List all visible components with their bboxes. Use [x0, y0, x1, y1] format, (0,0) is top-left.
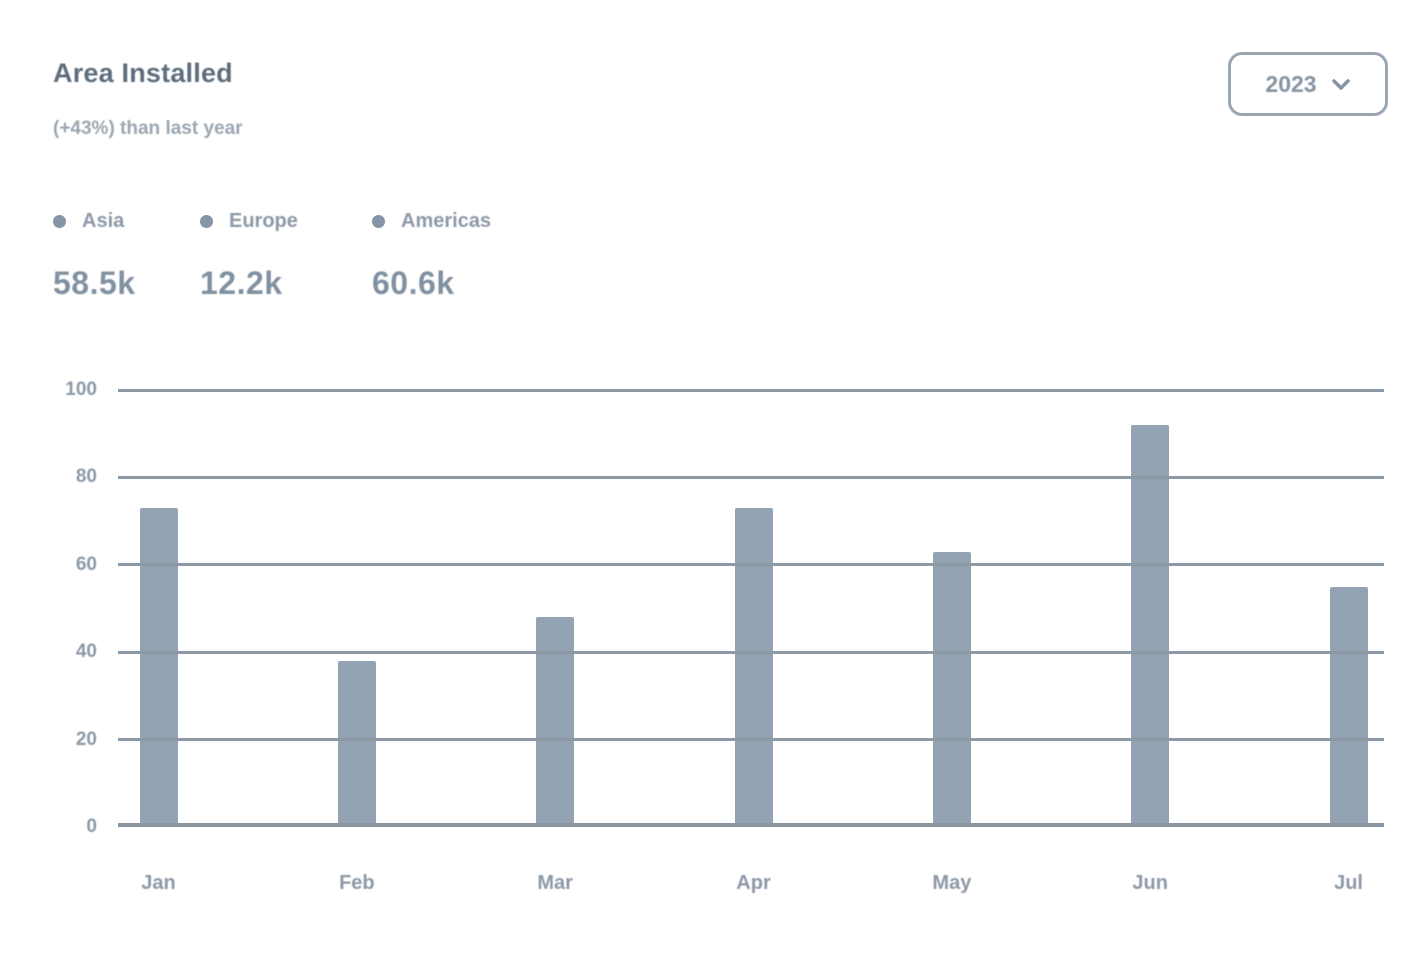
europe-legend-dot-icon: [200, 214, 213, 228]
legend-item-europe: Europe 12.2k: [200, 205, 298, 302]
year-select-value: 2023: [1265, 70, 1317, 97]
y-axis: 0 20 40 60 80 100: [17, 379, 97, 837]
americas-legend-dot-icon: [372, 214, 385, 228]
x-axis-label: Apr: [736, 872, 771, 894]
gridline: [118, 388, 1384, 392]
gridline: [118, 475, 1384, 479]
year-select-button[interactable]: 2023: [1228, 52, 1388, 116]
chevron-down-icon: [1331, 77, 1351, 91]
gridline: [118, 563, 1384, 567]
bar-apr[interactable]: [734, 508, 773, 827]
gridline: [118, 650, 1384, 654]
legend-total: 58.5k: [53, 265, 136, 301]
y-axis-label: 40: [75, 641, 97, 663]
legend-item-americas: Americas 60.6k: [372, 205, 491, 302]
page-title: Area Installed: [53, 58, 233, 88]
bar-may[interactable]: [932, 551, 971, 827]
y-axis-label: 80: [75, 466, 97, 488]
x-axis-line: [118, 823, 1384, 827]
subtitle: (+43%) than last year: [53, 118, 243, 139]
legend-item-asia: Asia 58.5k: [53, 205, 136, 302]
x-axis-label: Jan: [141, 872, 176, 894]
x-axis-label: Jun: [1132, 872, 1168, 894]
legend-total: 12.2k: [200, 265, 283, 301]
gridline: [118, 738, 1384, 742]
legend-label: Asia: [82, 209, 125, 232]
bar-mar[interactable]: [536, 617, 575, 827]
legend-label: Americas: [401, 209, 492, 232]
asia-legend-dot-icon: [53, 214, 66, 228]
x-axis-label: Mar: [537, 872, 573, 894]
bar-jun[interactable]: [1131, 424, 1170, 827]
y-axis-label: 60: [75, 553, 97, 575]
y-axis-label: 0: [86, 816, 97, 837]
y-axis-label: 100: [65, 379, 97, 400]
y-axis-label: 20: [75, 728, 97, 750]
plot-area: [118, 388, 1384, 827]
x-axis-label: Jul: [1334, 872, 1363, 894]
legend-total: 60.6k: [372, 265, 455, 301]
bar-chart: 0 20 40 60 80 100: [0, 379, 1424, 837]
x-axis-label: Feb: [339, 872, 375, 894]
x-axis-label: May: [932, 872, 972, 894]
bar-jan[interactable]: [139, 508, 178, 827]
bar-feb[interactable]: [337, 660, 376, 827]
legend-label: Europe: [229, 209, 298, 232]
bar-jul[interactable]: [1329, 586, 1368, 827]
x-axis: Jan Feb Mar Apr May Jun Jul: [118, 872, 1384, 902]
